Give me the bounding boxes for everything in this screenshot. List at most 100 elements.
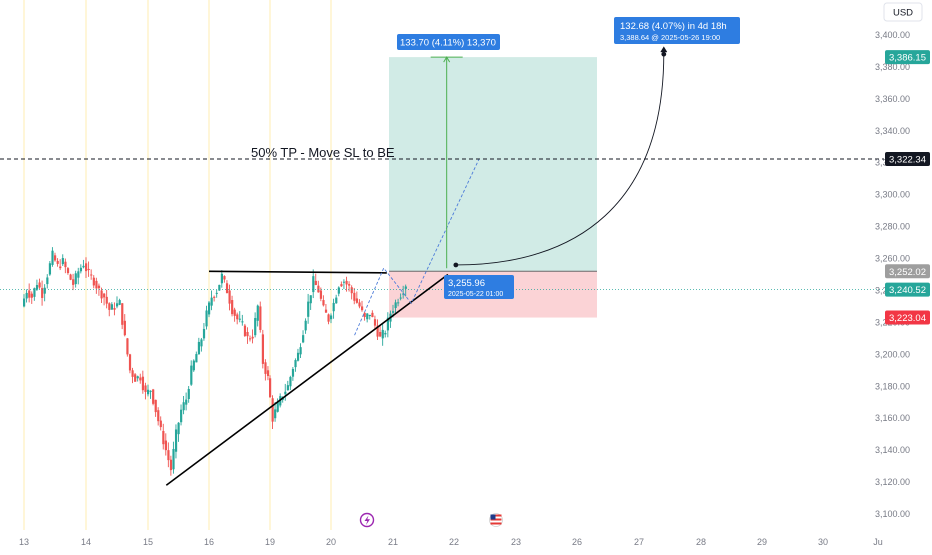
candle-body	[256, 305, 259, 321]
annotation-text[interactable]: 50% TP - Move SL to BE	[251, 145, 395, 160]
projection-path[interactable]	[354, 159, 480, 336]
projection-callout-line2: 3,388.64 @ 2025-05-26 19:00	[620, 33, 720, 42]
price-tag-label: 3,240.52	[889, 285, 926, 296]
candle-body	[373, 319, 377, 326]
currency-selector[interactable]: USD	[883, 2, 923, 22]
candle-body	[66, 268, 70, 274]
candle-body	[195, 354, 198, 363]
entry-callout[interactable]: 3,255.96 2025-05-22 01:00	[444, 275, 514, 299]
us-flag-event-icon[interactable]	[489, 513, 503, 527]
candle-body	[296, 352, 300, 361]
x-tick-label: 15	[143, 537, 153, 547]
candle-body	[299, 347, 302, 355]
candle-body	[243, 325, 247, 336]
candle-body	[197, 341, 201, 355]
y-tick-label: 3,100.00	[875, 509, 910, 519]
candle-body	[355, 298, 359, 303]
candle-body	[251, 336, 254, 339]
candle-body	[154, 399, 157, 413]
projection-callout-line1: 132.68 (4.07%) in 4d 18h	[620, 21, 727, 32]
x-tick-label: 22	[449, 537, 459, 547]
candle-body	[335, 297, 338, 304]
candle-body	[309, 295, 312, 304]
candle-body	[276, 401, 279, 412]
projection-curve[interactable]	[455, 53, 665, 266]
projection-callout-box	[614, 17, 740, 44]
candle-body	[399, 297, 402, 299]
candle-body	[87, 268, 90, 271]
profit-zone[interactable]	[389, 57, 597, 272]
candle-body	[131, 370, 134, 377]
candle-body	[291, 368, 295, 377]
candle-body	[330, 315, 333, 320]
candle-body	[314, 280, 317, 286]
candle-body	[110, 304, 114, 310]
candle-body	[210, 297, 213, 306]
candle-body	[327, 314, 330, 322]
lightning-event-icon[interactable]	[359, 512, 375, 528]
candle-body	[342, 281, 346, 283]
x-tick-label: 13	[19, 537, 29, 547]
time-axis: 13 14 15 16 19 20 21 22 23 26 27 28 29 30 Ju	[19, 537, 883, 547]
candle-body	[264, 362, 267, 374]
candle-body	[254, 318, 257, 336]
candle-body	[108, 303, 111, 310]
candle-body	[353, 292, 356, 301]
y-tick-label: 3,120.00	[875, 477, 910, 487]
projection-callout[interactable]: 132.68 (4.07%) in 4d 18h 3,388.64 @ 2025…	[614, 17, 740, 44]
candle-body	[164, 440, 167, 451]
entry-callout-box	[444, 275, 514, 299]
candle-body	[159, 420, 162, 428]
candle-body	[319, 290, 323, 299]
target-callout-box	[397, 34, 500, 50]
candle-body	[269, 378, 272, 398]
candle-body	[259, 306, 262, 330]
projection-arrow-head[interactable]	[660, 46, 668, 53]
x-tick-label: 23	[511, 537, 521, 547]
candle-body	[218, 284, 221, 291]
candle-body	[381, 329, 384, 339]
candle-body	[59, 266, 62, 269]
x-tick-label: 20	[326, 537, 336, 547]
price-tag-box[interactable]	[885, 282, 930, 297]
x-tick-label: 30	[818, 537, 828, 547]
candle-body	[92, 277, 95, 286]
candle-body	[113, 308, 116, 310]
price-tag-box[interactable]	[885, 50, 930, 65]
candle-body	[172, 448, 175, 470]
x-tick-label: 14	[81, 537, 91, 547]
drawings	[0, 46, 884, 486]
candle-body	[77, 271, 80, 278]
target-callout[interactable]: 133.70 (4.11%) 13,370	[397, 34, 500, 50]
y-tick-label: 3,280.00	[875, 222, 910, 232]
candle-body	[126, 338, 129, 355]
x-tick-label: 27	[634, 537, 644, 547]
candle-body	[386, 317, 390, 331]
trend-line-rising-support[interactable]	[165, 273, 449, 486]
candle-body	[371, 312, 374, 318]
y-tick-label: 3,260.00	[875, 254, 910, 264]
candle-body	[90, 274, 93, 276]
candle-body	[35, 285, 39, 290]
trend-line-resistance[interactable]	[208, 270, 387, 274]
candle-body	[61, 258, 64, 265]
candle-body	[72, 279, 75, 285]
price-tag-box[interactable]	[885, 151, 930, 166]
price-tag-box[interactable]	[885, 310, 930, 325]
price-tag-box[interactable]	[885, 264, 930, 279]
candle-body	[139, 377, 142, 381]
target-callout-label: 133.70 (4.11%) 13,370	[400, 38, 496, 49]
candle-body	[187, 388, 190, 400]
candle-body	[213, 296, 216, 298]
y-tick-label: 3,160.00	[875, 413, 910, 423]
candle-body	[128, 354, 132, 371]
candle-body	[266, 370, 270, 376]
candle-body	[340, 284, 343, 287]
candle-body	[169, 459, 173, 471]
candle-body	[149, 390, 152, 392]
candle-body	[69, 274, 72, 280]
candle-body	[376, 325, 379, 337]
y-tick-label: 3,140.00	[875, 445, 910, 455]
